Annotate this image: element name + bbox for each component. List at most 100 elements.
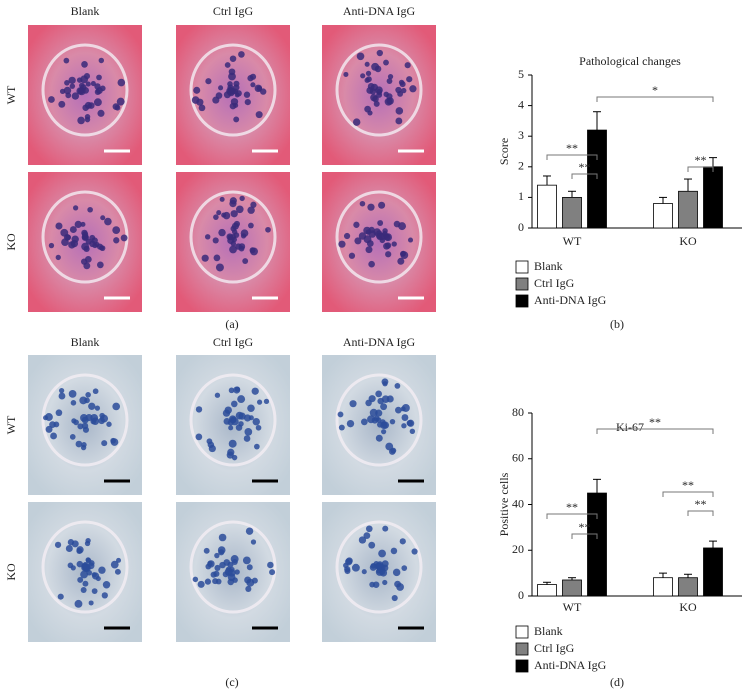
nucleus <box>97 109 105 117</box>
nucleus <box>378 549 386 558</box>
nucleus <box>89 240 96 248</box>
nucleus <box>100 215 106 221</box>
nucleus <box>230 555 239 563</box>
nucleus <box>255 111 263 119</box>
nucleus <box>401 565 408 572</box>
glomerulus <box>335 520 423 614</box>
nucleus <box>71 235 79 243</box>
nucleus <box>234 569 240 575</box>
nucleus <box>63 86 72 95</box>
column-label: Anti-DNA IgG <box>343 4 416 18</box>
y-tick-label: 0 <box>518 220 524 234</box>
nucleus <box>57 593 64 600</box>
y-tick-label: 1 <box>518 189 524 203</box>
nucleus <box>81 564 89 572</box>
nucleus <box>223 91 231 99</box>
nucleus <box>219 196 225 202</box>
nucleus <box>227 81 233 87</box>
nucleus <box>192 576 199 583</box>
legend-label: Anti-DNA IgG <box>534 658 607 672</box>
nucleus <box>81 61 88 68</box>
nucleus <box>368 226 375 234</box>
glomerulus <box>335 373 423 467</box>
nucleus <box>71 92 80 100</box>
nucleus <box>224 62 231 68</box>
nucleus <box>207 441 215 449</box>
nucleus <box>250 82 256 88</box>
nucleus <box>214 392 221 398</box>
nucleus <box>58 100 66 108</box>
bar <box>537 184 557 229</box>
nucleus <box>95 576 101 582</box>
nucleus <box>349 400 357 408</box>
nucleus <box>367 203 375 211</box>
nucleus <box>369 563 377 571</box>
nucleus <box>365 399 372 407</box>
nucleus <box>223 417 231 425</box>
nucleus <box>263 398 270 405</box>
nucleus <box>228 68 236 76</box>
nucleus <box>375 409 383 417</box>
bar <box>703 547 723 597</box>
nucleus <box>55 409 63 417</box>
nucleus <box>227 234 234 240</box>
nucleus <box>228 72 236 81</box>
nucleus <box>401 87 407 94</box>
nucleus <box>363 235 372 244</box>
nucleus <box>84 101 92 109</box>
nucleus <box>90 81 96 87</box>
nucleus <box>256 85 263 92</box>
nucleus <box>210 571 217 578</box>
significance-bracket <box>687 510 714 516</box>
nucleus <box>74 599 83 608</box>
nucleus <box>94 405 101 411</box>
y-tick-label: 4 <box>518 97 524 111</box>
x-tick-label: WT <box>563 600 582 614</box>
nucleus <box>214 564 221 571</box>
bar <box>653 203 673 229</box>
nucleus <box>378 201 386 209</box>
nucleus <box>376 230 383 237</box>
nucleus <box>360 73 366 79</box>
glomerulus <box>335 190 423 284</box>
nucleus <box>201 254 209 262</box>
nucleus <box>367 82 375 90</box>
significance-label: * <box>652 83 658 97</box>
nucleus <box>203 547 210 554</box>
micrograph <box>28 25 142 165</box>
nucleus <box>58 387 65 394</box>
nucleus <box>360 418 368 426</box>
nucleus <box>98 57 105 64</box>
nucleus <box>395 86 402 94</box>
panel-label: (a) <box>225 317 238 331</box>
significance-bracket <box>662 491 714 497</box>
nucleus <box>205 78 212 85</box>
significance-bracket <box>546 513 598 519</box>
y-tick-label: 20 <box>512 542 524 556</box>
nucleus <box>114 568 121 575</box>
row-label: WT <box>4 85 18 104</box>
nucleus <box>71 540 79 548</box>
micrograph <box>176 355 290 495</box>
nucleus <box>251 577 258 584</box>
nucleus <box>376 421 383 428</box>
row-label: WT <box>4 415 18 434</box>
row-label: KO <box>4 233 18 251</box>
legend-swatch <box>515 642 529 656</box>
nucleus <box>231 222 239 230</box>
nucleus <box>382 381 388 387</box>
column-label: Anti-DNA IgG <box>343 335 416 349</box>
row-label: KO <box>4 563 18 581</box>
nucleus <box>113 237 120 244</box>
nucleus <box>82 580 89 587</box>
significance-bracket <box>687 166 714 172</box>
nucleus <box>359 200 366 207</box>
nucleus <box>212 96 220 104</box>
legend-swatch <box>515 260 529 274</box>
nucleus <box>383 233 389 239</box>
nucleus <box>221 212 227 218</box>
nucleus <box>338 240 346 248</box>
column-label: Ctrl IgG <box>213 4 254 18</box>
nucleus <box>79 82 85 89</box>
nucleus <box>116 97 125 106</box>
